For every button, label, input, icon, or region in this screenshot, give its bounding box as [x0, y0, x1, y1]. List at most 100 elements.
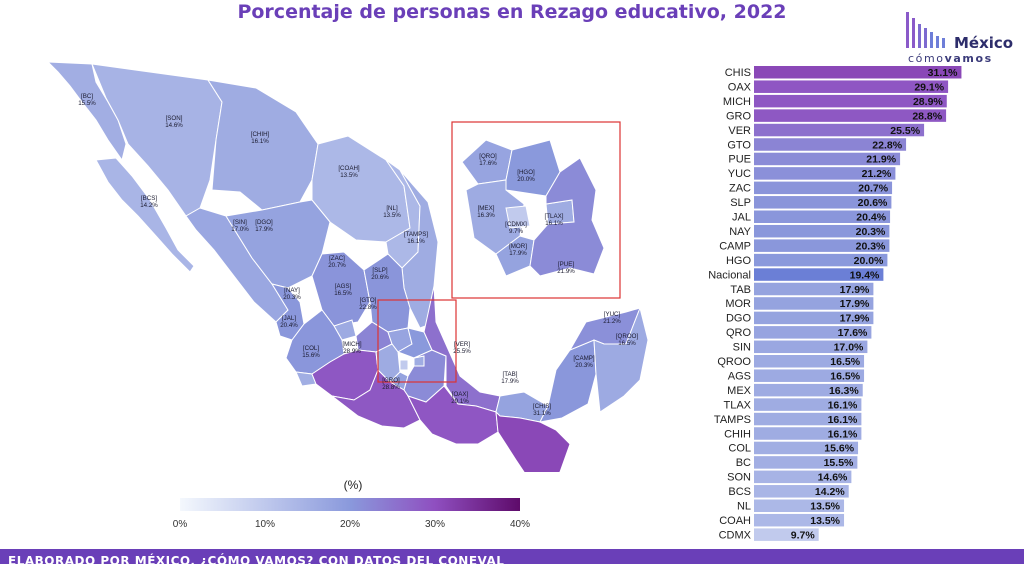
state-shape: [46, 61, 127, 162]
inset-state-shape: [465, 179, 525, 255]
ranking-bar-chart: CHIS 31.1% OAX 29.1% MICH 28.9% GRO 28.8% VER 25.…: [708, 66, 962, 541]
bar-category-label: COAH: [719, 515, 751, 527]
bar-value-label: 29.1%: [914, 81, 944, 93]
bar-category-label: BC: [736, 457, 751, 469]
state-label-value: 16.5%: [334, 290, 352, 297]
state-label-code: [GTO]: [360, 297, 377, 304]
state-shape: [95, 157, 195, 273]
bar-value-label: 20.6%: [858, 197, 888, 209]
state-label-code: [CHIH]: [251, 131, 270, 138]
bar-value-label: 20.3%: [856, 226, 886, 238]
bar: [754, 282, 874, 296]
bar-value-label: 17.0%: [834, 342, 864, 354]
bar-category-label: COL: [728, 443, 751, 455]
bar: [754, 470, 852, 484]
state-label-code: [TAMPS]: [404, 231, 429, 238]
bar: [754, 427, 862, 440]
bar: [754, 268, 884, 281]
bar-category-label: CHIS: [725, 67, 751, 79]
inset-label-value: 20.0%: [517, 176, 535, 183]
logo-tag-bold: vamos: [944, 52, 993, 65]
bar: [754, 340, 868, 354]
bar: [754, 369, 865, 382]
bar: [754, 196, 892, 209]
state-label-code: [YUC]: [604, 311, 621, 318]
inset-states: [461, 139, 605, 277]
bar: [754, 398, 862, 411]
inset-label-code: [TLAX]: [545, 213, 564, 220]
bar-value-label: 20.4%: [856, 212, 886, 224]
state-label-value: 15.6%: [302, 352, 320, 359]
bar: [754, 94, 947, 108]
inset-label-value: 17.6%: [479, 160, 497, 167]
state-label-value: 17.9%: [255, 226, 273, 233]
bar-value-label: 17.9%: [840, 298, 870, 310]
bar-category-label: ZAC: [729, 183, 751, 195]
bar-value-label: 14.6%: [818, 472, 848, 484]
bar-category-label: NL: [737, 501, 751, 513]
bar-value-label: 13.5%: [810, 501, 840, 513]
state-label-code: [NAY]: [284, 287, 300, 294]
bar-category-label: QROO: [717, 356, 751, 368]
bar-value-label: 17.6%: [838, 327, 868, 339]
state-label-value: 25.5%: [453, 348, 471, 355]
bar: [754, 253, 888, 267]
bar-value-label: 16.1%: [828, 399, 858, 411]
bar-value-label: 9.7%: [791, 529, 816, 541]
bar-category-label: Nacional: [708, 269, 751, 281]
bar-category-label: CDMX: [719, 529, 752, 541]
colorbar-gradient: [180, 498, 520, 511]
state-label-code: [JAL]: [282, 315, 296, 322]
bar-category-label: HGO: [726, 255, 752, 267]
bar: [754, 311, 874, 325]
bar: [754, 123, 925, 137]
chart-title: Porcentaje de personas en Rezago educati…: [237, 1, 787, 23]
bar-value-label: 25.5%: [890, 125, 920, 137]
logo-tagline: cómovamos: [908, 52, 993, 65]
bar-category-label: GTO: [727, 139, 751, 151]
bar-value-label: 13.5%: [810, 515, 840, 527]
state-label-code: [VER]: [454, 341, 470, 348]
bar: [754, 138, 907, 151]
bar: [754, 297, 874, 310]
bar-category-label: JAL: [732, 212, 751, 224]
bar-value-label: 20.7%: [858, 183, 888, 195]
bar: [754, 152, 901, 166]
bar-category-label: OAX: [728, 81, 752, 93]
bar-category-label: TLAX: [723, 399, 751, 411]
state-shape: [399, 169, 439, 329]
state-shape: [593, 306, 649, 413]
bar-value-label: 28.8%: [912, 110, 942, 122]
bar-value-label: 16.5%: [830, 356, 860, 368]
bar-value-label: 16.5%: [830, 370, 860, 382]
colorbar-tick-label: 0%: [173, 519, 188, 530]
colorbar: 0% 10% 20% 30% 40%: [173, 498, 530, 530]
state-label-code: [MICH]: [342, 341, 362, 348]
inset-label-value: 16.1%: [545, 220, 563, 227]
bar: [754, 355, 865, 368]
bar-category-label: CHIH: [724, 428, 751, 440]
bar-category-label: QRO: [726, 327, 752, 339]
state-label-code: [GRO]: [382, 377, 400, 384]
bar-value-label: 21.9%: [866, 154, 896, 166]
bar-value-label: 31.1%: [928, 67, 958, 79]
state-shape: [331, 369, 421, 429]
logo-tag-light: cómo: [908, 52, 945, 65]
inset-label-value: 17.9%: [509, 250, 527, 257]
bar-value-label: 22.8%: [872, 139, 902, 151]
state-label-value: 20.4%: [280, 322, 298, 329]
bar-category-label: CAMP: [719, 240, 751, 252]
state-label-code: [TAB]: [502, 371, 517, 378]
bar: [754, 181, 893, 195]
bar: [754, 412, 862, 426]
bar-category-label: AGS: [728, 370, 751, 382]
state-label-value: 13.5%: [340, 172, 358, 179]
state-label-code: [SIN]: [233, 219, 247, 226]
bar-value-label: 16.3%: [829, 385, 859, 397]
bar-value-label: 15.5%: [824, 457, 854, 469]
bar: [754, 456, 858, 469]
bar-category-label: MICH: [723, 96, 751, 108]
bar-value-label: 20.0%: [854, 255, 884, 267]
bar-value-label: 21.2%: [862, 168, 892, 180]
bar-value-label: 17.9%: [840, 284, 870, 296]
